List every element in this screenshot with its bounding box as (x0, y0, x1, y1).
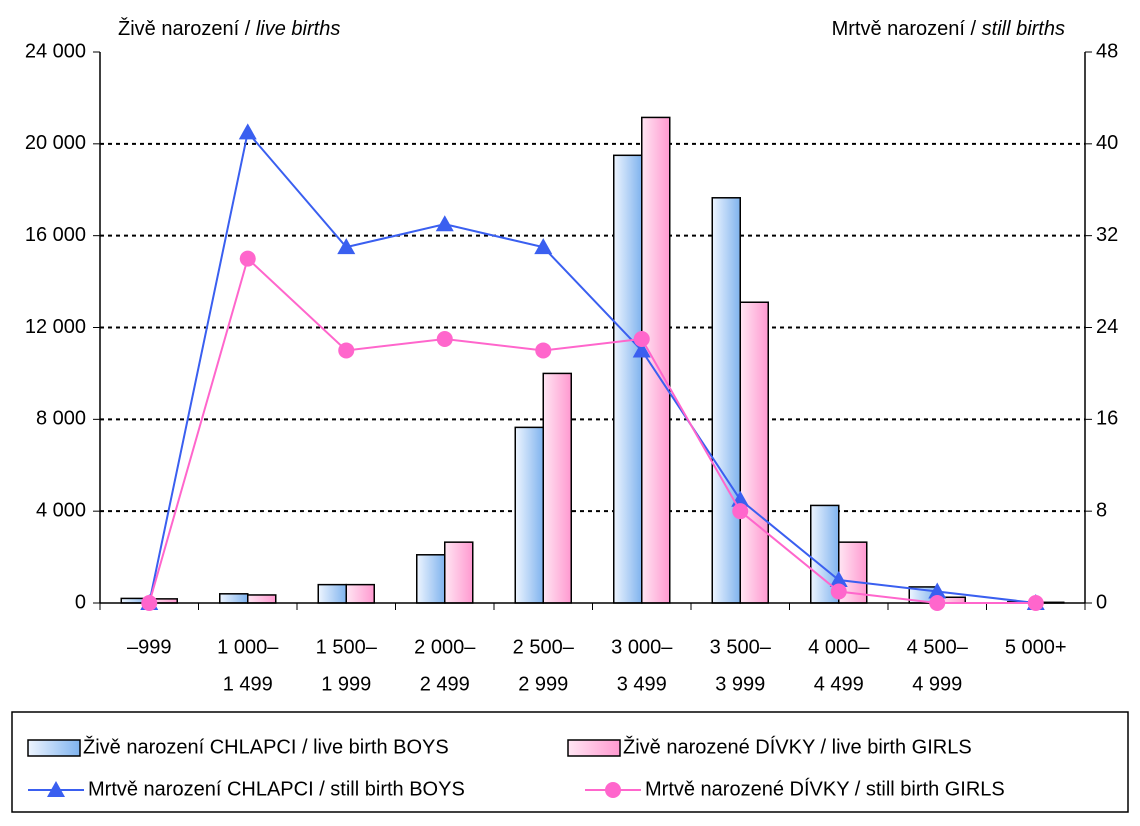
y2-tick-label: 32 (1096, 224, 1118, 246)
x-tick-label: 1 000– (217, 636, 279, 658)
y2-tick-label: 24 (1096, 316, 1118, 338)
y-tick-label: 20 000 (25, 132, 86, 154)
legend-box (11, 711, 1129, 813)
bar (641, 116, 671, 604)
y2-tick-label: 0 (1096, 591, 1107, 613)
y-tick-label: 0 (75, 591, 86, 613)
marker (830, 583, 847, 600)
bar (711, 197, 741, 604)
y-tick-label: 16 000 (25, 224, 86, 246)
y2-axis-title: Mrtvě narození / still births (832, 18, 1065, 40)
marker (238, 123, 257, 140)
x-tick-label: 1 999 (321, 673, 371, 695)
y-axis-title: Živě narození / live births (118, 17, 340, 40)
x-tick-label: 1 500– (316, 636, 378, 658)
y2-tick-label: 40 (1096, 132, 1118, 154)
marker (829, 571, 848, 588)
marker (1027, 595, 1044, 611)
x-tick-label: 4 999 (912, 673, 962, 695)
x-tick-label: 1 499 (223, 673, 273, 695)
marker (732, 503, 749, 520)
legend-label: Živě narozené DÍVKY / live birth GIRLS (623, 735, 972, 758)
legend-label: Mrtvě narozené DÍVKY / still birth GIRLS (645, 777, 1005, 800)
x-tick-label: 5 000+ (1005, 636, 1067, 658)
x-tick-label: 2 000– (414, 636, 476, 658)
x-tick-label: 3 000– (611, 636, 673, 658)
marker (337, 238, 356, 255)
marker (534, 238, 553, 255)
marker (47, 781, 65, 797)
bar (416, 554, 446, 604)
legend-swatch (567, 739, 621, 757)
bar (345, 583, 375, 604)
marker (435, 215, 454, 232)
marker (928, 582, 947, 599)
y-tick-label: 12 000 (25, 316, 86, 338)
legend-label: Mrtvě narození CHLAPCI / still birth BOY… (88, 778, 465, 800)
marker (436, 330, 453, 347)
line (148, 130, 1036, 604)
bar (247, 594, 277, 604)
bar (739, 301, 769, 604)
x-tick-label: 2 999 (518, 673, 568, 695)
bar (219, 593, 249, 604)
legend-swatch (27, 739, 81, 757)
legend-label: Živě narození CHLAPCI / live birth BOYS (83, 735, 449, 758)
x-tick-label: 4 499 (814, 673, 864, 695)
bar (317, 583, 347, 604)
bar (444, 541, 474, 604)
marker (535, 342, 552, 359)
marker (632, 341, 651, 358)
bar (514, 426, 544, 604)
bar (613, 154, 643, 604)
line (148, 256, 1036, 604)
y2-tick-label: 48 (1096, 40, 1118, 62)
bar (542, 372, 572, 604)
x-tick-label: –999 (127, 636, 172, 658)
y2-tick-label: 16 (1096, 408, 1118, 430)
x-tick-label: 3 499 (617, 673, 667, 695)
y-tick-label: 8 000 (36, 408, 86, 430)
marker (633, 330, 650, 347)
x-tick-label: 2 500– (513, 636, 575, 658)
marker (929, 595, 946, 611)
marker (605, 782, 621, 798)
x-tick-label: 4 000– (808, 636, 870, 658)
marker (239, 250, 256, 267)
marker (338, 342, 355, 359)
x-tick-label: 3 500– (710, 636, 772, 658)
y2-tick-label: 8 (1096, 499, 1107, 521)
x-tick-label: 4 500– (907, 636, 969, 658)
marker (141, 595, 158, 611)
y-tick-label: 4 000 (36, 499, 86, 521)
x-tick-label: 3 999 (715, 673, 765, 695)
x-tick-label: 2 499 (420, 673, 470, 695)
y-tick-label: 24 000 (25, 40, 86, 62)
